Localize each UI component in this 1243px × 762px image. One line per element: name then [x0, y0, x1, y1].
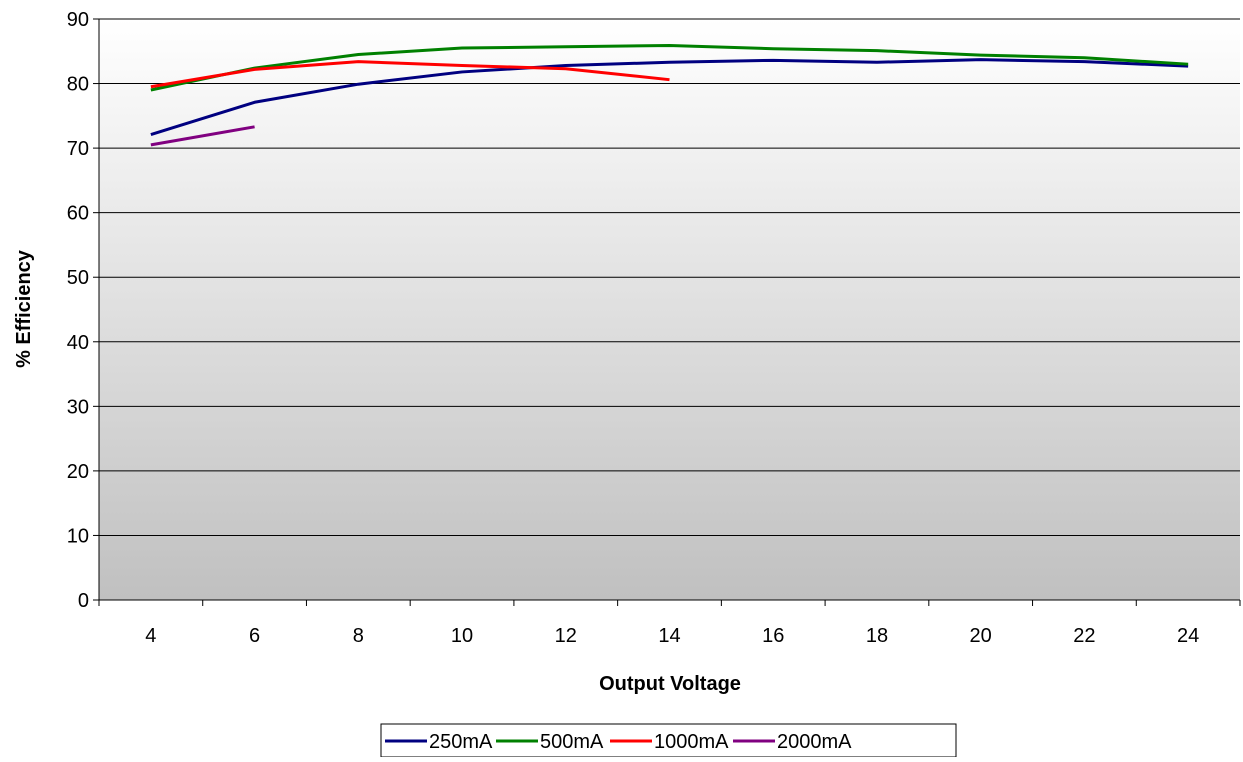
x-tick-label-16: 16	[762, 625, 784, 647]
legend-label-1000mA: 1000mA	[654, 731, 729, 753]
x-tick-label-18: 18	[866, 625, 888, 647]
legend-label-2000mA: 2000mA	[777, 731, 852, 753]
y-tick-label-80: 80	[67, 74, 89, 96]
x-tick-label-6: 6	[249, 625, 260, 647]
x-tick-label-8: 8	[353, 625, 364, 647]
x-tick-label-24: 24	[1177, 625, 1199, 647]
x-tick-label-12: 12	[555, 625, 577, 647]
series-line-250mA	[150, 58, 1189, 136]
x-tick-label-14: 14	[658, 625, 680, 647]
y-tick-label-60: 60	[67, 203, 89, 225]
plot-background	[99, 19, 1240, 600]
x-tick-label-20: 20	[970, 625, 992, 647]
x-axis-ticks: 4 6 8 10 12 14 16 18 20 22 24	[98, 600, 1241, 647]
y-tick-label-40: 40	[67, 332, 89, 354]
series-line-2000mA	[150, 125, 255, 147]
x-axis-title: Output Voltage	[599, 673, 741, 695]
legend-box	[380, 723, 957, 758]
y-tick-label-30: 30	[67, 396, 89, 418]
series-line-1000mA	[150, 60, 670, 89]
x-tick-label-4: 4	[145, 625, 156, 647]
y-axis-title: % Efficiency	[13, 249, 35, 368]
y-tick-label-20: 20	[67, 461, 89, 483]
legend: 250mA 500mA 1000mA 2000mA	[380, 723, 957, 758]
y-tick-label-90: 90	[67, 9, 89, 31]
x-tick-label-10: 10	[451, 625, 473, 647]
y-tick-label-70: 70	[67, 138, 89, 160]
y-tick-label-0: 0	[78, 590, 89, 612]
y-axis-ticks: 0 10 20 30 40 50 60 70 80 90	[67, 9, 99, 612]
legend-items: 250mA 500mA 1000mA 2000mA	[385, 731, 852, 753]
legend-label-250mA: 250mA	[429, 731, 493, 753]
x-tick-label-22: 22	[1073, 625, 1095, 647]
y-tick-label-50: 50	[67, 267, 89, 289]
legend-label-500mA: 500mA	[540, 731, 604, 753]
series-line-500mA	[150, 43, 1189, 92]
gridlines	[99, 18, 1240, 536]
y-tick-label-10: 10	[67, 525, 89, 547]
series-lines	[150, 43, 1189, 147]
